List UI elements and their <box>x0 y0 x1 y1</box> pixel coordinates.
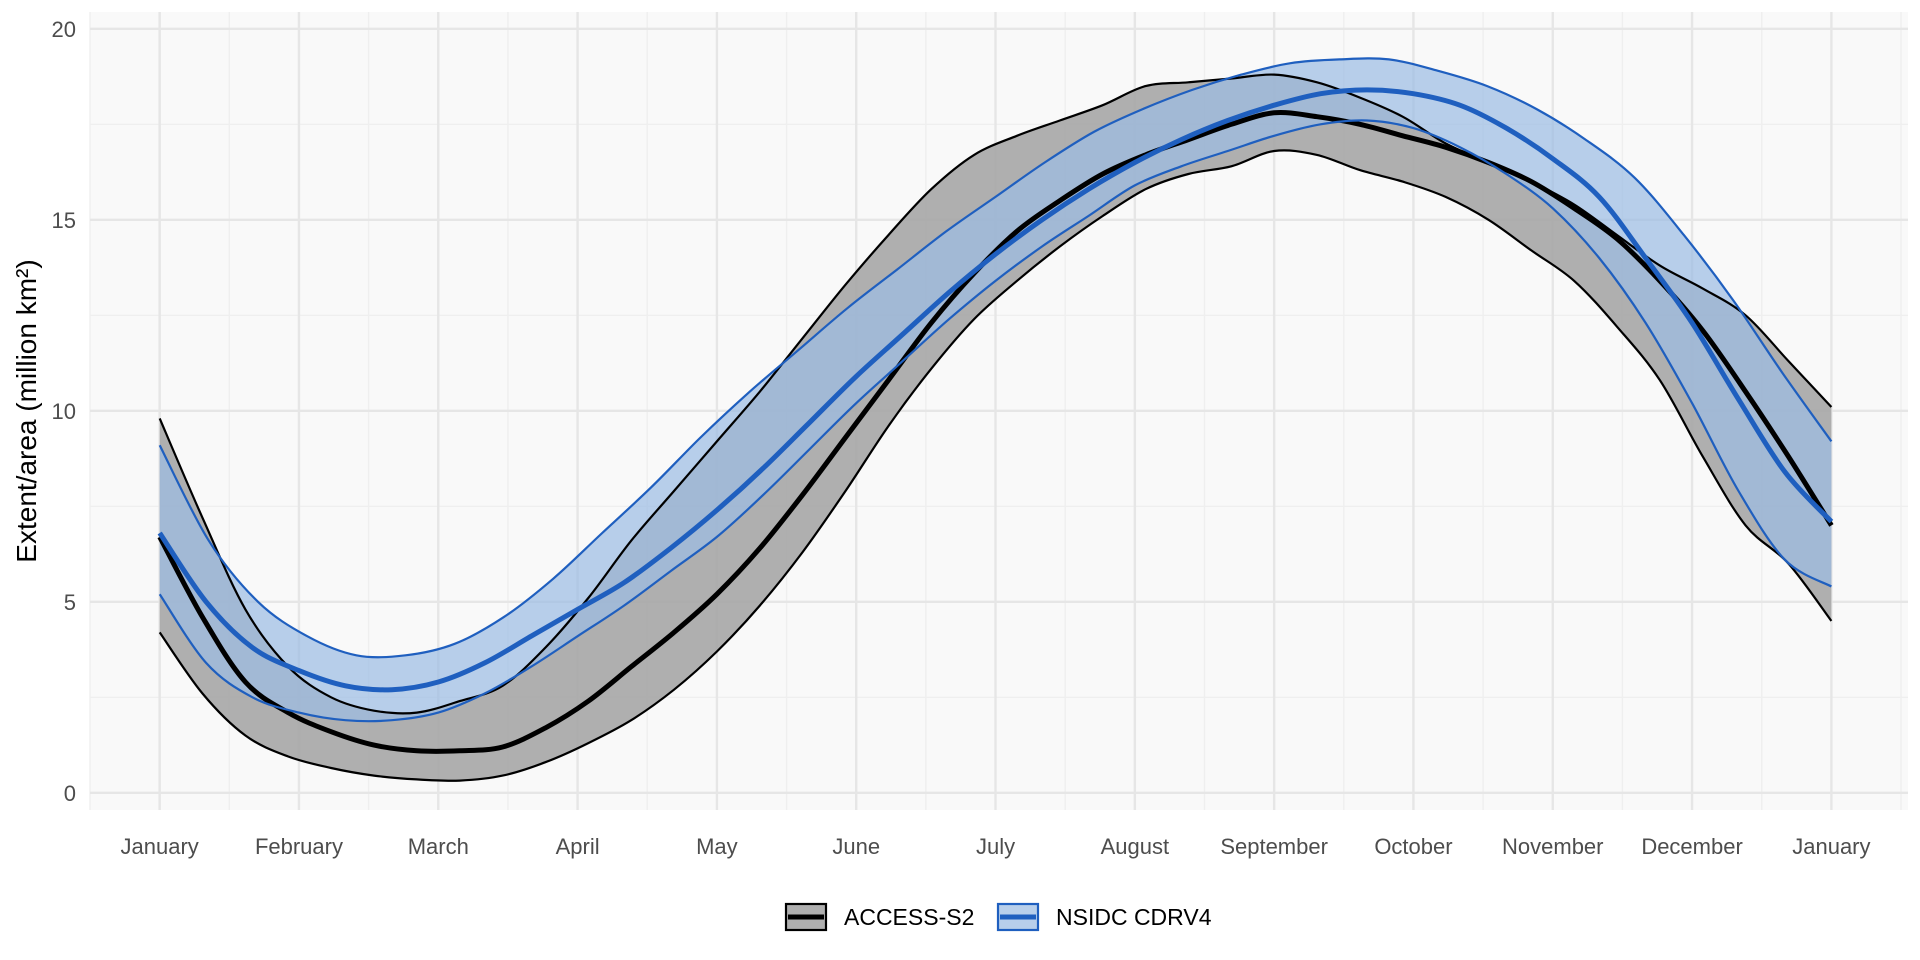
x-tick-label: May <box>696 834 738 859</box>
y-tick-label: 10 <box>52 399 76 424</box>
x-tick-label: October <box>1374 834 1452 859</box>
y-axis-title: Extent/area (million km²) <box>11 259 42 562</box>
x-tick-label: April <box>556 834 600 859</box>
x-tick-label: January <box>1792 834 1870 859</box>
legend-label-nsidc-cdrv4: NSIDC CDRV4 <box>1056 904 1212 930</box>
x-tick-label: June <box>832 834 880 859</box>
x-tick-label: February <box>255 834 343 859</box>
series-ribbons <box>159 58 1832 781</box>
x-axis-tick-labels: January February March April May June July Augu… <box>121 834 1871 859</box>
lower-bound-line-access-s2 <box>158 149 1833 782</box>
y-axis-tick-labels: 0 5 10 15 20 <box>52 17 76 806</box>
x-tick-label: March <box>408 834 469 859</box>
y-tick-label: 5 <box>64 590 76 615</box>
x-tick-label: August <box>1101 834 1170 859</box>
series-lines <box>157 57 1834 782</box>
lower-bound-line-nsidc-cdrv4 <box>158 119 1832 723</box>
x-tick-label: July <box>976 834 1015 859</box>
y-tick-label: 0 <box>64 781 76 806</box>
x-tick-label: November <box>1502 834 1603 859</box>
y-tick-label: 20 <box>52 17 76 42</box>
x-tick-label: December <box>1641 834 1742 859</box>
legend: ACCESS-S2 NSIDC CDRV4 <box>784 902 1212 932</box>
x-tick-label: January <box>121 834 199 859</box>
y-tick-label: 15 <box>52 208 76 233</box>
ribbon-nsidc-cdrv4 <box>159 58 1832 722</box>
mean-line-nsidc-cdrv4 <box>157 87 1834 693</box>
upper-bound-line-nsidc-cdrv4 <box>158 57 1833 659</box>
x-tick-label: September <box>1220 834 1328 859</box>
legend-label-access-s2: ACCESS-S2 <box>844 904 974 930</box>
